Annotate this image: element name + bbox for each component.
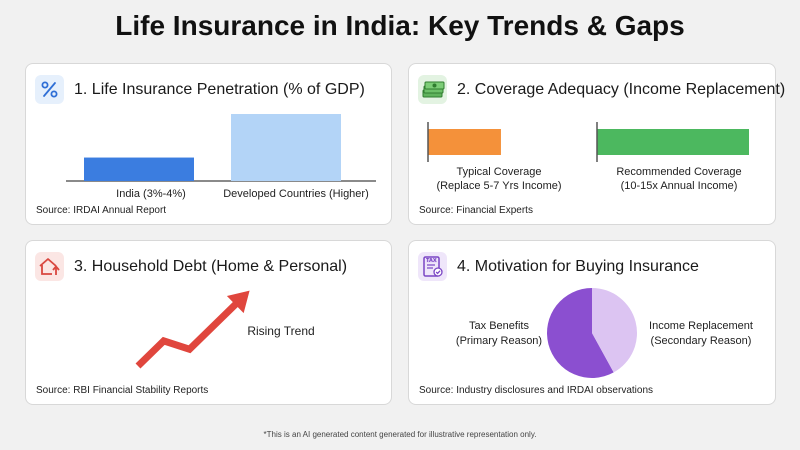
trend-line — [135, 296, 244, 369]
pie-label-note: (Primary Reason) — [455, 335, 543, 347]
coverage-card: 2. Coverage Adequacy (Income Replacement… — [408, 63, 785, 225]
x-tick-note: (Replace 5-7 Yrs Income) — [436, 180, 562, 192]
x-tick-label: Developed Countries (Higher) — [223, 188, 369, 200]
percent-icon — [35, 75, 64, 104]
source-note: Source: Financial Experts — [419, 205, 533, 216]
pie-label-note: (Secondary Reason) — [650, 335, 752, 347]
penetration-card: 1. Life Insurance Penetration (% of GDP)… — [25, 63, 392, 225]
money-stack-icon — [418, 75, 447, 104]
pie-slice-0 — [547, 288, 614, 378]
debt-trend-chart — [135, 290, 250, 369]
household-debt-card: 3. Household Debt (Home & Personal) Risi… — [25, 240, 392, 405]
source-note: Source: RBI Financial Stability Reports — [36, 385, 209, 396]
house-up-arrow-icon — [35, 252, 64, 281]
card-title: 1. Life Insurance Penetration (% of GDP) — [74, 81, 365, 98]
x-tick-label: Typical Coverage — [456, 166, 542, 178]
x-tick-label: Recommended Coverage — [616, 166, 742, 178]
trend-arrowhead — [226, 290, 250, 314]
page-title: Life Insurance in India: Key Trends & Ga… — [115, 10, 685, 41]
pie-label: Income Replacement — [649, 320, 753, 332]
bar-1 — [231, 114, 341, 181]
disclaimer-footer: *This is an AI generated content generat… — [263, 430, 537, 439]
card-title: 2. Coverage Adequacy (Income Replacement… — [457, 81, 786, 98]
bar-0 — [84, 157, 194, 181]
x-tick-label: India (3%-4%) — [116, 188, 186, 200]
bar-0 — [428, 129, 501, 155]
source-note: Source: IRDAI Annual Report — [36, 205, 167, 216]
source-note: Source: Industry disclosures and IRDAI o… — [419, 385, 653, 396]
pie-label: Tax Benefits — [469, 320, 529, 332]
bar-1 — [597, 129, 749, 155]
coverage-chart — [427, 122, 749, 162]
motivation-card: TAX 4. Motivation for Buying Insurance T… — [408, 240, 776, 405]
trend-annotation: Rising Trend — [247, 324, 315, 338]
tax-document-icon: TAX — [418, 252, 447, 281]
penetration-chart — [66, 114, 376, 182]
motivation-pie-chart — [547, 288, 637, 378]
pie-slice-1 — [592, 288, 637, 373]
card-title: 3. Household Debt (Home & Personal) — [74, 258, 348, 275]
card-title: 4. Motivation for Buying Insurance — [457, 258, 699, 275]
x-tick-note: (10-15x Annual Income) — [620, 180, 738, 192]
